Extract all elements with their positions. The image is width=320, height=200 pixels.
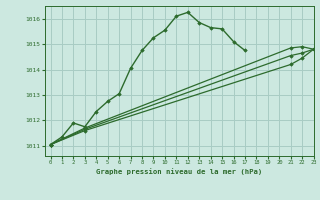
X-axis label: Graphe pression niveau de la mer (hPa): Graphe pression niveau de la mer (hPa) <box>96 168 262 175</box>
